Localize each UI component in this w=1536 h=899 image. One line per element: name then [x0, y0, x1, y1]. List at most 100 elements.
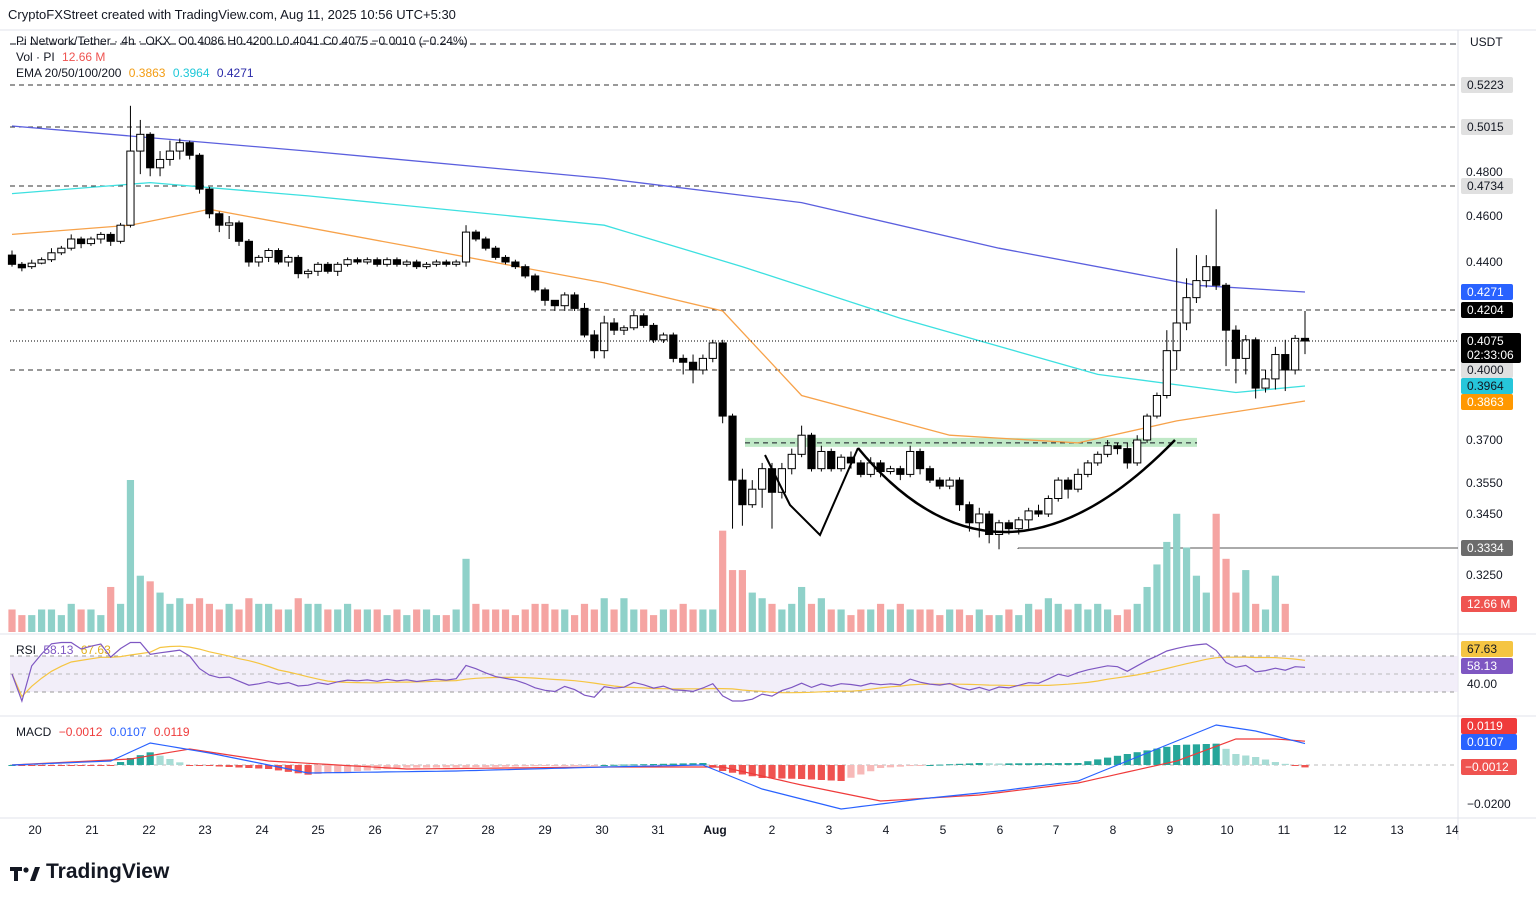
candle-body-83 [827, 450, 836, 470]
macd-hist-bar-75 [748, 765, 756, 777]
candle-body-47 [471, 231, 481, 240]
ema-label[interactable]: EMA 20/50/100/200 [16, 66, 122, 80]
macd-hist-bar-90 [896, 765, 904, 767]
macd-hist-bar-113 [1123, 754, 1131, 765]
candle-body-103 [1024, 510, 1033, 521]
volume-bar-84 [837, 609, 845, 632]
macd-hist-bar-49 [492, 765, 500, 767]
candle-body-2 [27, 262, 36, 268]
macd-hist-bar-17 [176, 762, 184, 765]
macd-axis-tick: −0.0200 [1467, 797, 1511, 811]
macd-label[interactable]: MACD [16, 725, 52, 739]
candle-body-56 [560, 294, 569, 307]
candle-body-42 [422, 263, 431, 268]
volume-bar-65 [649, 615, 658, 632]
ema50-value: 0.3964 [172, 66, 210, 80]
candle-body-128 [1271, 354, 1280, 380]
rsi-label[interactable]: RSI [16, 643, 37, 657]
macd-hist-bar-87 [867, 765, 875, 772]
candle-body-79 [787, 453, 796, 470]
macd-signal-badge [1461, 718, 1517, 734]
macd-hist-bar-33 [334, 765, 342, 773]
macd-hist-bar-29 [294, 765, 302, 774]
volume-bar-105 [1044, 598, 1052, 632]
macd-hist-bar-40 [403, 765, 411, 768]
macd-hist-bar-46 [462, 765, 470, 768]
currency-label: USDT [1470, 35, 1503, 49]
volume-bar-63 [630, 609, 638, 632]
candle-body-50 [501, 256, 510, 263]
macd-hist-bar-12 [126, 758, 135, 765]
volume-bar-37 [373, 609, 381, 632]
volume-bar-9 [97, 615, 105, 632]
volume-bar-28 [284, 609, 292, 632]
macd-hist-bar-109 [1084, 761, 1092, 765]
tradingview-logo[interactable]: TradingView [10, 860, 169, 884]
macd-hist-bar-94 [936, 764, 944, 766]
candle-body-81 [807, 434, 816, 470]
candle-body-111 [1103, 445, 1112, 455]
candle-body-101 [1004, 522, 1013, 530]
level-badge-0 [1461, 77, 1513, 93]
candle-body-90 [896, 468, 905, 475]
candle-body-60 [600, 322, 609, 352]
volume-bar-119 [1182, 547, 1191, 632]
candle-body-69 [688, 361, 698, 371]
volume-bar-93 [926, 609, 934, 632]
volume-bar-96 [955, 609, 964, 632]
macd-hist-bar-38 [383, 765, 391, 770]
volume-bar-44 [442, 615, 450, 632]
candle-body-127 [1261, 378, 1270, 389]
level-badge-label-0: 0.5223 [1467, 78, 1504, 92]
macd-hist-bar-101 [1005, 763, 1013, 765]
macd-hist-bar-119 [1182, 744, 1191, 765]
macd-signal-line [11, 738, 1306, 802]
volume-bar-74 [738, 570, 746, 632]
candle-body-11 [116, 224, 125, 242]
macd-hist-bar-112 [1113, 755, 1122, 765]
macd-hist-bar-1 [18, 765, 26, 766]
macd-hist-bar-68 [679, 763, 687, 765]
volume-bar-62 [620, 598, 628, 632]
candle-body-89 [886, 468, 895, 473]
macd-hist-bar-74 [738, 765, 746, 775]
volume-bar-53 [531, 603, 539, 632]
macd-hist-bar-58 [580, 765, 589, 766]
candle-body-58 [580, 307, 589, 336]
candle-body-28 [284, 256, 293, 263]
candle-body-7 [76, 238, 86, 245]
candle-body-119 [1182, 297, 1191, 324]
candle-body-24 [244, 240, 253, 263]
volume-bar-100 [995, 615, 1003, 632]
volume-bar-66 [659, 609, 668, 632]
macd-hist-bar-30 [304, 765, 312, 775]
volume-bar-19 [195, 598, 204, 632]
macd-hist-bar-21 [215, 765, 223, 767]
volume-bar-47 [472, 603, 480, 632]
macd-hist-bar-102 [1015, 763, 1023, 765]
macd-hist-bar-103 [1025, 763, 1033, 765]
macd-hist-bar-5 [57, 765, 65, 766]
candle-body-23 [234, 222, 244, 242]
volume-bar-27 [274, 609, 283, 632]
candle-body-131 [1300, 337, 1310, 342]
macd-hist-value: −0.0012 [58, 725, 103, 739]
level-badge-label-5: 0.3334 [1467, 541, 1504, 555]
volume-bar-77 [768, 603, 776, 632]
volume-bar-78 [778, 609, 786, 632]
macd-hist-bar-53 [531, 765, 539, 767]
macd-hist-bar-44 [442, 765, 450, 768]
candle-body-26 [264, 250, 273, 258]
macd-hist-bar-128 [1271, 762, 1279, 765]
macd-hist-bar-81 [807, 765, 816, 780]
macd-hist-bar-115 [1143, 750, 1151, 765]
volume-bar-39 [393, 609, 401, 632]
price-axis-tick-0: 0.4800 [1466, 165, 1503, 179]
volume-bar-23 [235, 609, 243, 632]
volume-label[interactable]: Vol · PI [16, 50, 55, 64]
volume-bar-5 [57, 615, 65, 632]
volume-bar-82 [817, 598, 825, 632]
rsi-line [11, 641, 1306, 703]
macd-hist-bar-95 [946, 764, 954, 766]
